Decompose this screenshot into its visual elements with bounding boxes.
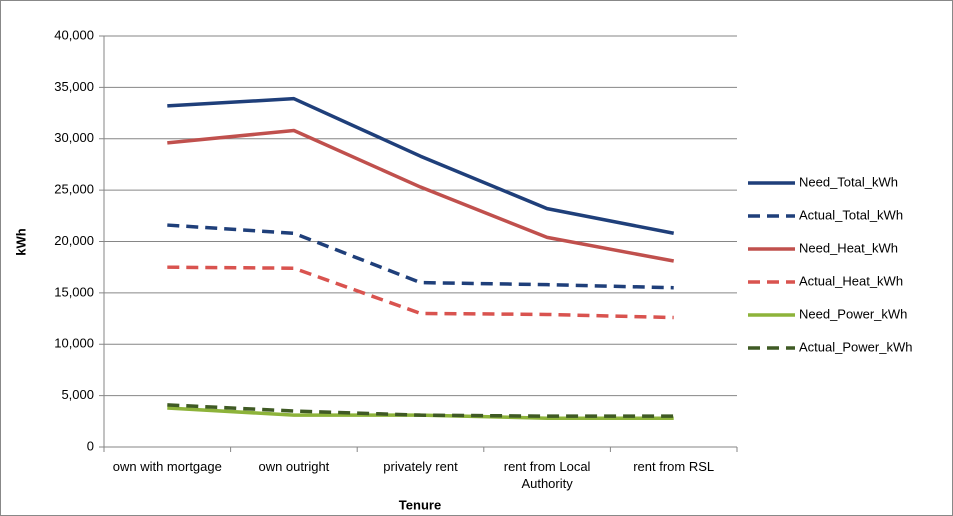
y-tick-label: 20,000 [54, 233, 94, 248]
x-tick-label: own outright [258, 459, 330, 474]
legend-label: Need_Power_kWh [799, 306, 907, 321]
legend-label: Actual_Total_kWh [799, 207, 903, 222]
series-line [167, 128, 675, 263]
legend-label: Actual_Power_kWh [799, 339, 912, 354]
y-axis-title: kWh [13, 228, 28, 256]
legend-label: Actual_Heat_kWh [799, 273, 903, 288]
series-line [167, 223, 674, 290]
series-line [167, 403, 674, 418]
series-line [167, 96, 675, 235]
x-tick-label: rent from Local Authority [503, 459, 591, 491]
legend-label: Need_Heat_kWh [799, 240, 898, 255]
x-tick-label: rent from RSL [633, 459, 715, 474]
x-tick-label: privately rent [383, 459, 458, 474]
y-tick-label: 25,000 [54, 182, 94, 197]
y-tick-label: 15,000 [54, 284, 94, 299]
y-tick-label: 30,000 [54, 130, 94, 145]
x-axis-title: Tenure [399, 497, 441, 512]
x-tick-label: own with mortgage [112, 459, 222, 474]
y-tick-label: 0 [87, 438, 94, 453]
series-line [167, 265, 674, 320]
legend-label: Need_Total_kWh [799, 174, 898, 189]
y-tick-label: 10,000 [54, 336, 94, 351]
y-tick-label: 35,000 [54, 79, 94, 94]
y-tick-label: 40,000 [54, 27, 94, 42]
y-tick-label: 5,000 [61, 387, 94, 402]
